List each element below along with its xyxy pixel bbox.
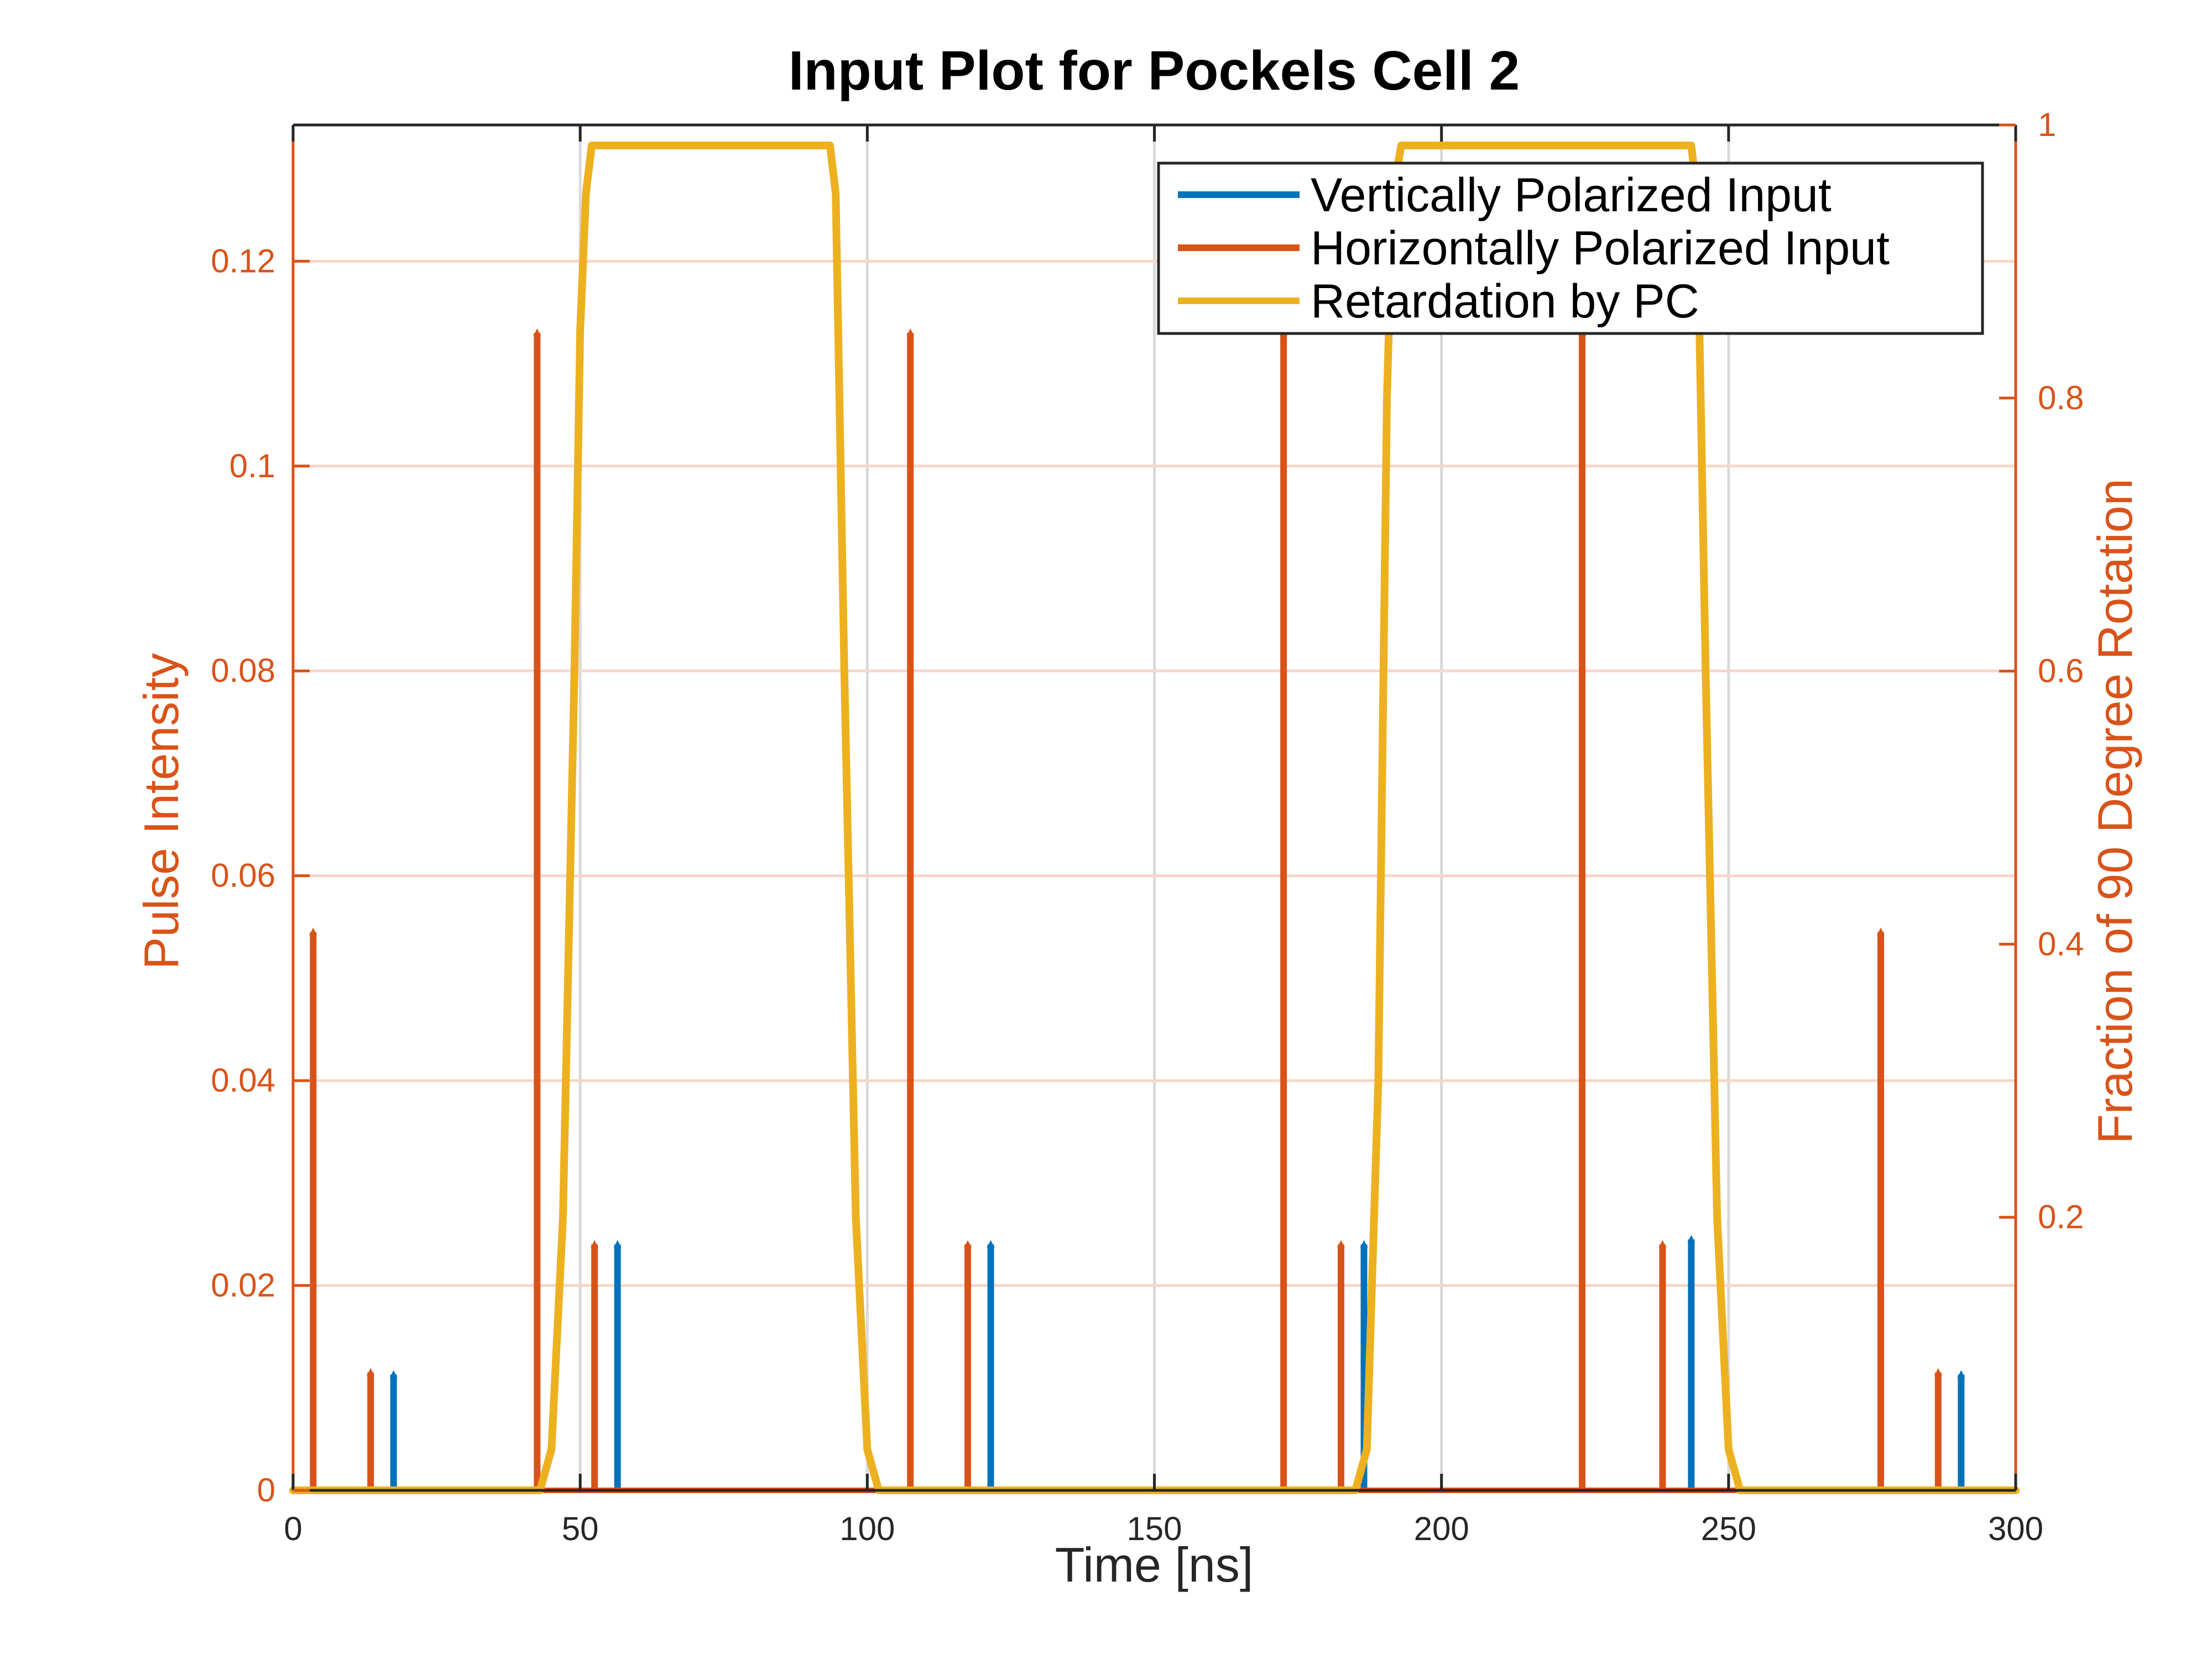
stem-marker-vertically-polarized-input [1957, 1370, 1965, 1378]
y-axis-right-label: Fraction of 90 Degree Rotation [2088, 478, 2142, 1144]
x-tick-label: 200 [1414, 1510, 1469, 1547]
y-right-tick-label: 0.4 [2038, 925, 2084, 962]
y-left-tick-label: 0.02 [211, 1267, 275, 1304]
y-right-tick-label: 0.8 [2038, 379, 2084, 416]
y-right-tick-label: 0.6 [2038, 653, 2084, 690]
stem-marker-vertically-polarized-input [613, 1240, 622, 1248]
y-left-tick-label: 0.1 [229, 447, 275, 484]
stem-marker-horizontally-polarized-input [964, 1240, 972, 1248]
y-right-tick-label: 0.2 [2038, 1198, 2084, 1235]
stem-marker-horizontally-polarized-input [309, 927, 317, 936]
y-left-tick-label: 0.08 [211, 652, 275, 689]
stem-marker-horizontally-polarized-input [367, 1368, 375, 1376]
y-left-tick-label: 0.04 [211, 1062, 275, 1099]
legend-label: Retardation by PC [1311, 275, 1699, 328]
y-right-tick-label: 1 [2038, 106, 2056, 143]
axes-layer: 0 50 100 150 200 250 300 0 0.02 0.04 0.06 0.08 0.1 0.… [211, 106, 2084, 1547]
stem-marker-vertically-polarized-input [389, 1370, 398, 1378]
legend-label: Horizontally Polarized Input [1311, 222, 1890, 275]
chart-title: Input Plot for Pockels Cell 2 [789, 40, 1520, 102]
stem-marker-horizontally-polarized-input [1337, 1240, 1345, 1248]
x-tick-label: 150 [1126, 1510, 1182, 1547]
stem-marker-horizontally-polarized-input [1934, 1368, 1942, 1376]
stem-marker-horizontally-polarized-input [533, 328, 541, 336]
y-axis-left-label: Pulse Intensity [134, 653, 189, 969]
legend-label: Vertically Polarized Input [1311, 169, 1832, 222]
x-axis-label: Time [ns] [1055, 1537, 1254, 1592]
x-tick-label: 250 [1701, 1510, 1756, 1547]
x-tick-label: 0 [284, 1510, 302, 1547]
y-left-tick-label: 0.12 [211, 242, 275, 279]
stem-marker-vertically-polarized-input [987, 1240, 995, 1248]
stem-marker-vertically-polarized-input [1687, 1235, 1695, 1243]
stem-marker-horizontally-polarized-input [1658, 1240, 1667, 1248]
x-tick-label: 300 [1988, 1510, 2043, 1547]
y-left-tick-label: 0.06 [211, 857, 275, 894]
stem-marker-horizontally-polarized-input [591, 1240, 599, 1248]
stem-marker-vertically-polarized-input [1360, 1240, 1368, 1248]
stem-marker-horizontally-polarized-input [906, 328, 915, 336]
x-tick-label: 100 [839, 1510, 895, 1547]
x-tick-label: 50 [562, 1510, 599, 1547]
stem-marker-horizontally-polarized-input [1876, 927, 1885, 936]
y-left-tick-label: 0 [257, 1472, 275, 1509]
